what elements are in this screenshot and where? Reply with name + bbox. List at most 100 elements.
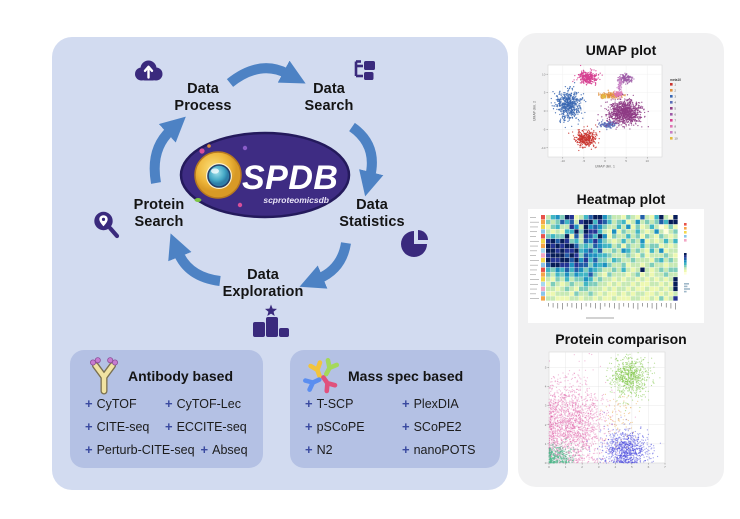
method-item: + ECCITE-seq — [165, 419, 247, 434]
svg-text:UMAP dim. 2: UMAP dim. 2 — [533, 101, 537, 121]
svg-text:2: 2 — [674, 88, 676, 92]
protein-comparison-title: Protein comparison — [555, 331, 687, 347]
cycle-label-data-search: Data Search — [304, 81, 354, 115]
plus-marker: + — [305, 396, 313, 411]
svg-text:5: 5 — [631, 465, 633, 469]
speck-icon — [207, 144, 211, 148]
plus-marker: + — [165, 396, 173, 411]
cycle-arrows — [149, 60, 384, 289]
antibody-icon — [87, 355, 121, 397]
svg-text:5: 5 — [625, 159, 627, 163]
cycle-label-protein-search: Protein Search — [133, 197, 185, 231]
antibody-based-box: Antibody based + CyTOF + CyTOF-Lec + CITE-s… — [70, 350, 263, 468]
plus-marker: + — [305, 442, 313, 457]
plus-marker: + — [85, 419, 93, 434]
svg-text:0: 0 — [548, 465, 550, 469]
svg-text:0: 0 — [544, 109, 546, 113]
svg-text:3: 3 — [545, 404, 547, 408]
cycle-label-data-process: Data Process — [174, 81, 232, 115]
podium-star-icon — [246, 303, 296, 341]
plus-marker: + — [402, 442, 410, 457]
svg-text:0: 0 — [545, 461, 547, 465]
speck-icon — [199, 148, 205, 154]
heatmap-plot — [528, 209, 704, 323]
protein-comparison-plot: 0 1 2 3 4 5 6 7 0 1 2 3 4 5 — [545, 351, 666, 469]
svg-text:6: 6 — [674, 112, 676, 116]
method-item: + nanoPOTS — [402, 442, 476, 457]
method-item: + PlexDIA — [402, 396, 459, 411]
svg-text:10: 10 — [542, 72, 546, 76]
svg-text:5: 5 — [545, 365, 547, 369]
svg-text:0: 0 — [604, 159, 606, 163]
speck-icon — [242, 145, 248, 151]
method-item: + Abseq — [200, 442, 248, 457]
spdb-logo-title: SPDB — [242, 159, 338, 197]
arrow-statistics-to-exploration — [299, 242, 351, 289]
svg-text:1: 1 — [565, 465, 567, 469]
svg-text:5: 5 — [674, 106, 676, 110]
svg-text:9: 9 — [674, 130, 676, 134]
svg-text:2: 2 — [545, 423, 547, 427]
svg-text:2: 2 — [581, 465, 583, 469]
svg-text:1: 1 — [674, 82, 676, 86]
plus-marker: + — [85, 396, 93, 411]
cloud-upload-icon — [132, 58, 164, 84]
svg-text:meta10: meta10 — [670, 78, 681, 82]
arrow-process-to-search — [226, 60, 306, 87]
plus-marker: + — [165, 419, 173, 434]
method-item: + pSCoPE — [305, 419, 365, 434]
arrow-search-to-statistics — [348, 122, 384, 197]
cycle-label-data-statistics: Data Statistics — [339, 197, 405, 231]
method-item: + T-SCP — [305, 396, 354, 411]
svg-text:10: 10 — [674, 136, 678, 140]
plus-marker: + — [402, 419, 410, 434]
svg-text:4: 4 — [614, 465, 616, 469]
svg-text:4: 4 — [545, 385, 547, 389]
method-item: + CyTOF — [85, 396, 137, 411]
main-panel: SPDB scproteomicsdb — [52, 37, 508, 490]
cycle-diagram-svg: SPDB scproteomicsdb — [149, 60, 384, 289]
svg-text:-5: -5 — [543, 128, 546, 132]
arrow-protein-to-process — [149, 116, 186, 184]
svg-text:8: 8 — [674, 124, 676, 128]
svg-text:-5: -5 — [583, 159, 586, 163]
svg-text:7: 7 — [674, 118, 676, 122]
svg-text:4: 4 — [674, 100, 676, 104]
spdb-logo: SPDB scproteomicsdb — [179, 131, 351, 219]
spdb-logo-subtitle: scproteomicsdb — [263, 195, 329, 205]
mass-spec-based-box: Mass spec based + T-SCP + PlexDIA + pSCoPE … — [290, 350, 500, 468]
method-item: + CITE-seq — [85, 419, 150, 434]
folder-tree-icon — [351, 57, 379, 84]
svg-text:1: 1 — [545, 442, 547, 446]
heatmap-plot-title: Heatmap plot — [576, 191, 666, 207]
antibody-box-title: Antibody based — [128, 368, 234, 384]
pie-chart-icon — [399, 228, 431, 260]
cycle-label-data-exploration: Data Exploration — [222, 267, 304, 301]
svg-text:6: 6 — [648, 465, 650, 469]
svg-text:3: 3 — [674, 94, 676, 98]
mass-spec-icon — [303, 356, 341, 394]
mass-spec-box-title: Mass spec based — [348, 368, 464, 384]
plus-marker: + — [85, 442, 93, 457]
method-item: + N2 — [305, 442, 333, 457]
search-location-icon — [92, 209, 120, 239]
plus-marker: + — [402, 396, 410, 411]
svg-text:UMAP dim. 1: UMAP dim. 1 — [595, 165, 615, 169]
speck-icon — [237, 202, 243, 208]
arrow-exploration-to-protein — [168, 233, 221, 286]
method-item: + SCoPE2 — [402, 419, 462, 434]
svg-text:3: 3 — [598, 465, 600, 469]
plus-marker: + — [200, 442, 209, 457]
svg-text:5: 5 — [544, 91, 546, 95]
svg-text:7: 7 — [664, 465, 666, 469]
umap-plot-title: UMAP plot — [585, 42, 657, 58]
method-item: + Perturb-CITE-seq — [85, 442, 195, 457]
svg-text:-10: -10 — [541, 146, 546, 150]
svg-text:-10: -10 — [561, 159, 566, 163]
plus-marker: + — [305, 419, 313, 434]
umap-plot: -10 -5 0 5 10 -10 -5 0 5 10 UMAP dim. 1 UMAP dim. 2… — [533, 64, 681, 169]
svg-text:10: 10 — [646, 159, 650, 163]
speck-icon — [194, 198, 202, 202]
